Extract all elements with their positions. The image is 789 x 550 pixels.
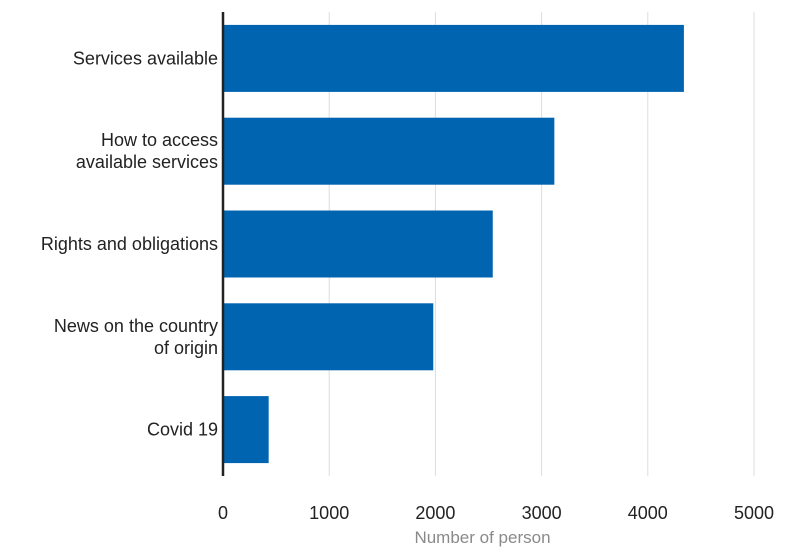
- x-tick-labels: 0 1000 2000 3000 4000 5000: [218, 503, 774, 523]
- bar: [223, 24, 684, 92]
- x-tick-label: 0: [218, 503, 228, 523]
- x-axis-title: Number of person: [414, 528, 550, 547]
- x-tick-label: 3000: [522, 503, 562, 523]
- category-label: Services available: [73, 48, 218, 68]
- bar: [223, 303, 434, 371]
- x-tick-label: 2000: [415, 503, 455, 523]
- category-label: News on the country: [54, 316, 218, 336]
- x-tick-label: 4000: [628, 503, 668, 523]
- category-label: Rights and obligations: [41, 234, 218, 254]
- bar: [223, 210, 493, 278]
- x-tick-label: 1000: [309, 503, 349, 523]
- bars: [223, 24, 684, 464]
- x-tick-label: 5000: [734, 503, 774, 523]
- category-labels: Services available How to accessavailable…: [41, 48, 218, 439]
- bar: [223, 117, 555, 185]
- category-label: How to access: [101, 130, 218, 150]
- category-label: Covid 19: [147, 420, 218, 440]
- category-label: available services: [76, 152, 218, 172]
- category-label: of origin: [154, 338, 218, 358]
- bar: [223, 396, 269, 464]
